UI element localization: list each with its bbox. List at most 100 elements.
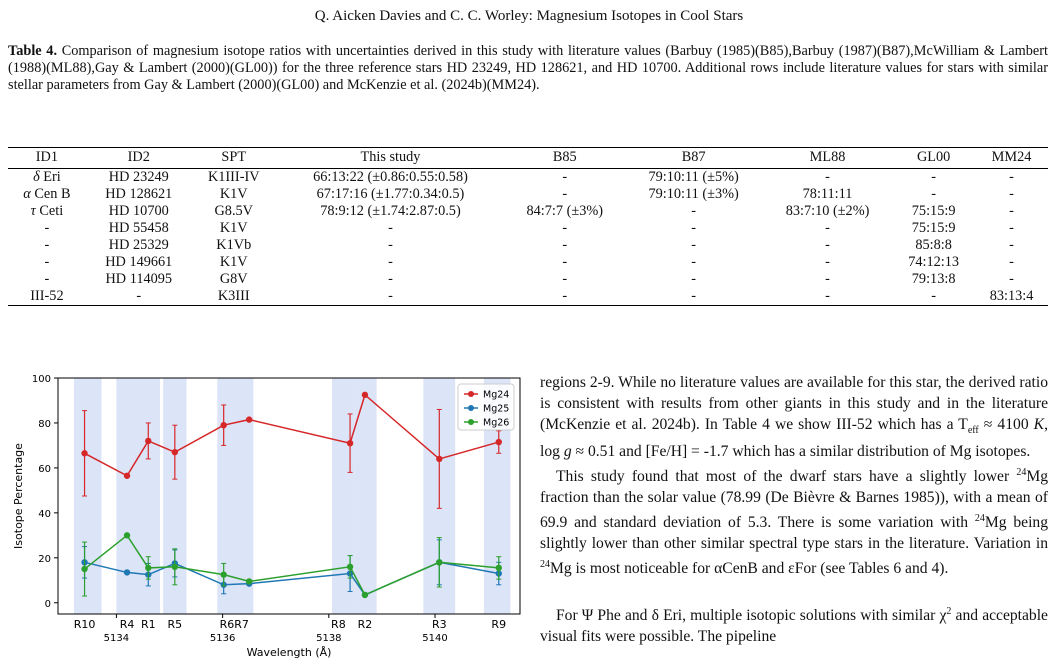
table-cell: 79:10:11 (±3%) bbox=[648, 186, 739, 202]
region-band bbox=[116, 378, 143, 614]
data-point-Mg26 bbox=[220, 571, 227, 578]
x-tick-label: 5134 bbox=[104, 633, 129, 644]
data-point-Mg24 bbox=[495, 438, 502, 446]
table-row: - HD 114095 G8V - - - - 79:13:8 - bbox=[8, 271, 1048, 288]
region-label: R1 bbox=[141, 618, 156, 631]
table-cell: - bbox=[691, 254, 697, 270]
y-tick-label: 40 bbox=[38, 509, 51, 520]
table-cell: - bbox=[388, 254, 393, 270]
table-cell: G8.5V bbox=[214, 203, 253, 219]
table-cell: - bbox=[825, 169, 830, 185]
region-label: R9 bbox=[491, 618, 506, 631]
table-cell: - bbox=[1009, 169, 1014, 185]
table-row: - HD 149661 K1V - - - - 74:12:13 - bbox=[8, 254, 1048, 271]
table-cell: - bbox=[388, 271, 393, 287]
table-cell: - bbox=[825, 237, 830, 253]
table-cell: HD 55458 bbox=[108, 220, 169, 236]
region-label: R5 bbox=[167, 618, 182, 631]
table-cell: 85:8:8 bbox=[915, 237, 952, 253]
region-band bbox=[142, 378, 160, 614]
table-body: δ Eri HD 23249 K1III-IV 66:13:22 (±0.86:0.5… bbox=[8, 169, 1048, 306]
table-cell: 66:13:22 (±0.86:0.55:0.58) bbox=[313, 169, 468, 185]
data-point-Mg26 bbox=[245, 578, 253, 585]
table-cell: - bbox=[691, 237, 697, 253]
data-point-Mg26 bbox=[436, 559, 443, 566]
data-point-Mg26 bbox=[123, 532, 131, 539]
legend-marker bbox=[468, 405, 474, 411]
table-caption-text: Comparison of magnesium isotope ratios w… bbox=[8, 43, 1048, 93]
table-cell: - bbox=[85, 288, 192, 306]
data-point-Mg24 bbox=[220, 422, 227, 429]
table-cell: - bbox=[1009, 237, 1014, 253]
table-header-3: This study bbox=[275, 147, 506, 169]
y-axis-label: Isotope Percentage bbox=[12, 443, 25, 549]
table-header-8: MM24 bbox=[975, 147, 1048, 169]
table-cell: - bbox=[825, 254, 830, 270]
isotope-chart: 0 20 40 60 80 100 5134 5136 5138 5140 R10 R4 R1 R5 R6R… bbox=[12, 374, 521, 659]
y-tick-label: 20 bbox=[38, 554, 51, 565]
table-cell: - bbox=[691, 271, 697, 287]
table-row: δ Eri HD 23249 K1III-IV 66:13:22 (±0.86:0.5… bbox=[8, 169, 1048, 187]
region-label: R8 bbox=[331, 618, 346, 631]
data-point-Mg24 bbox=[346, 439, 354, 447]
paragraph-2: This study found that most of the dwarf … bbox=[540, 467, 1048, 578]
table-cell: - bbox=[691, 203, 697, 219]
table-cell: - bbox=[1009, 271, 1014, 287]
table-row: α Cen B HD 128621 K1V 67:17:16 (±1.77:0.34:… bbox=[8, 186, 1048, 203]
table-header-0: ID1 bbox=[8, 147, 86, 169]
y-tick-label: 80 bbox=[38, 419, 51, 430]
table-cell: 83:13:4 bbox=[975, 288, 1048, 306]
table-cell: - bbox=[1009, 220, 1014, 236]
table-cell: K1V bbox=[219, 220, 248, 236]
table-cell: 83:7:10 (±2%) bbox=[785, 203, 870, 219]
data-point-Mg24 bbox=[81, 450, 88, 457]
legend-label: Mg24 bbox=[483, 390, 509, 401]
table-cell: HD 128621 bbox=[105, 186, 173, 202]
table-caption: Table 4. Comparison of magnesium isotope… bbox=[8, 43, 1048, 94]
data-point-Mg26 bbox=[171, 563, 179, 570]
table-cell: 84:7:7 (±3%) bbox=[526, 203, 604, 219]
table-cell: 67:17:16 (±1.77:0.34:0.5) bbox=[316, 186, 465, 202]
table-cell: HD 10700 bbox=[108, 203, 169, 219]
table-cell: 78:11:11 bbox=[802, 186, 853, 202]
table-cell: - bbox=[931, 186, 936, 202]
data-point-Mg26 bbox=[81, 565, 88, 573]
y-tick-label: 0 bbox=[45, 599, 51, 610]
table-cell: K1III-IV bbox=[207, 169, 260, 185]
table-cell: 75:15:9 bbox=[911, 220, 956, 236]
data-point-Mg24 bbox=[436, 455, 443, 463]
region-band bbox=[163, 378, 187, 614]
legend-marker bbox=[468, 391, 474, 397]
x-tick-label: 5136 bbox=[210, 633, 235, 644]
table-cell: - bbox=[562, 254, 568, 270]
legend-label: Mg25 bbox=[483, 404, 509, 415]
table-cell: K3III bbox=[191, 288, 276, 306]
table-header-row: ID1 ID2 SPT This study B85 B87 ML88 GL00 MM24 bbox=[8, 147, 1048, 169]
table-cell: HD 23249 bbox=[108, 169, 169, 185]
region-band bbox=[73, 378, 102, 614]
table-cell: - bbox=[562, 271, 568, 287]
region-label: R2 bbox=[358, 618, 373, 631]
data-point-Mg24 bbox=[171, 448, 179, 456]
table-cell: K1V bbox=[219, 254, 248, 270]
table-cell: - bbox=[1009, 203, 1014, 219]
paragraph-3: For Ψ Phe and δ Eri, multiple isotopic s… bbox=[540, 605, 1048, 645]
region-band bbox=[332, 378, 355, 614]
table-cell: 79:13:8 bbox=[911, 271, 956, 287]
data-point-Mg26 bbox=[346, 563, 354, 570]
table-header-5: B87 bbox=[624, 147, 763, 169]
table-cell: - bbox=[562, 237, 568, 253]
table-cell: HD 114095 bbox=[105, 271, 173, 287]
legend-label: Mg26 bbox=[483, 418, 509, 429]
x-axis-label: Wavelength (Å) bbox=[247, 646, 332, 659]
table-header-7: GL00 bbox=[892, 147, 976, 169]
series-line-Mg26 bbox=[84, 534, 499, 596]
plot-frame bbox=[57, 377, 521, 615]
region-label: R10 bbox=[74, 618, 96, 631]
table-cell: 79:10:11 (±5%) bbox=[648, 169, 739, 185]
table-caption-label: Table 4. bbox=[8, 43, 58, 59]
table-cell: - bbox=[931, 169, 936, 185]
data-point-Mg25 bbox=[123, 569, 131, 576]
data-point-Mg24 bbox=[145, 437, 152, 445]
table-cell: HD 149661 bbox=[105, 254, 173, 270]
